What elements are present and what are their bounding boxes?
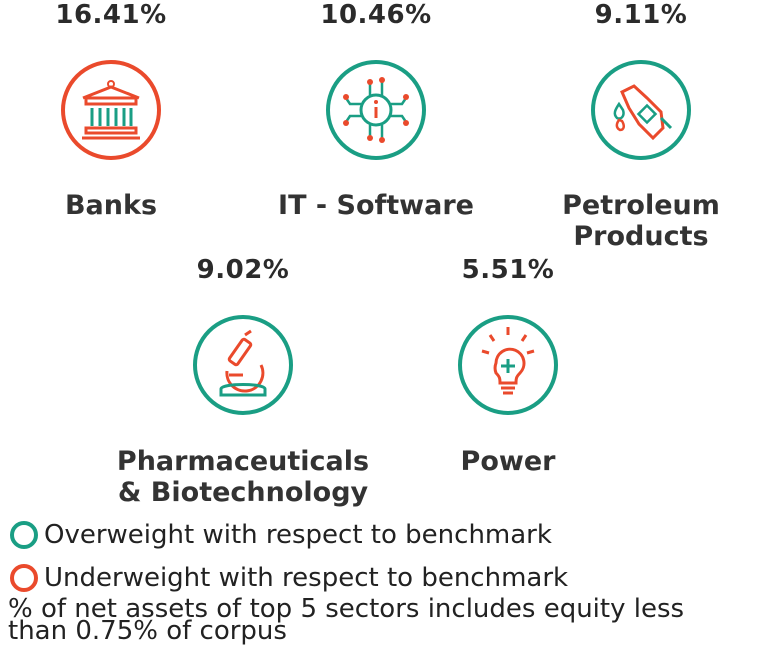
banks-percent: 16.41% [55,0,167,30]
underweight-ring-icon [10,564,38,592]
legend-underweight: Underweight with respect to benchmark [10,563,568,593]
legend-overweight-text: Overweight with respect to benchmark [44,520,552,550]
lightbulb-icon [456,313,560,417]
petroleum-products-label: Petroleum Products [562,190,720,252]
power-percent: 5.51% [461,255,555,285]
banks-label: Banks [64,190,158,221]
microscope-icon [191,313,295,417]
pharma-label: Pharmaceuticals & Biotechnology [116,446,370,508]
power-label: Power [460,446,556,477]
it-software-percent: 10.46% [320,0,432,30]
petroleum-products-percent: 9.11% [594,0,688,30]
bank-icon [59,58,163,162]
fuel-nozzle-icon [589,58,693,162]
pharma-percent: 9.02% [196,255,290,285]
chip-icon [324,58,428,162]
footnote: % of net assets of top 5 sectors include… [8,594,685,646]
overweight-ring-icon [10,521,38,549]
legend-underweight-text: Underweight with respect to benchmark [44,563,569,593]
it-software-label: IT - Software [278,190,474,221]
legend-overweight: Overweight with respect to benchmark [10,520,552,550]
